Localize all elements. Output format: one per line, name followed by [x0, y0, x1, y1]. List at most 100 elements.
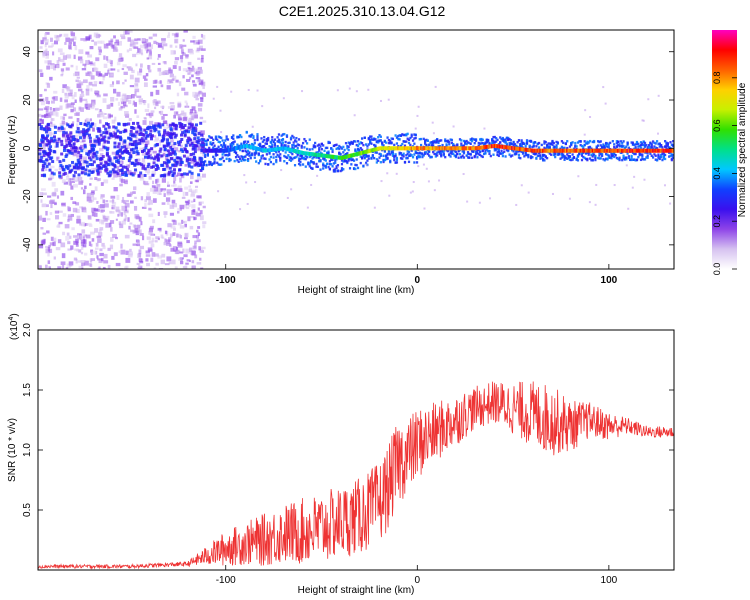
spectrogram-envelope-cell — [407, 160, 411, 164]
spectrogram-band-cell — [68, 149, 72, 153]
spectrogram-band-cell — [140, 150, 144, 154]
spectrogram-noise-cell — [146, 236, 151, 240]
spectrogram-envelope-cell — [500, 137, 503, 141]
spectrogram-noise-cell — [183, 237, 188, 240]
spectrogram-noise-cell — [184, 91, 189, 96]
spectrogram-noise-cell — [124, 206, 128, 212]
spectrogram-envelope-cell — [386, 152, 389, 156]
spectrogram-noise-cell — [151, 62, 156, 65]
spectrogram-envelope-cell — [466, 141, 470, 144]
spectrogram-envelope-cell — [653, 145, 656, 148]
spectrogram-envelope-cell — [658, 157, 661, 161]
spectrogram-band-cell — [102, 131, 106, 135]
spectrogram-envelope-cell — [630, 141, 633, 144]
spectrogram-envelope-cell — [397, 144, 400, 148]
spectrogram-noise-cell — [100, 194, 105, 198]
spectrogram-envelope-cell — [236, 154, 239, 157]
spectrogram-envelope-cell — [316, 156, 319, 159]
spectrogram-envelope-cell — [214, 152, 218, 155]
spectrogram-envelope-cell — [655, 159, 659, 162]
spectrogram-envelope-cell — [244, 158, 247, 162]
spectrogram-noise-cell — [50, 123, 56, 128]
spectrogram-outlier-cell — [256, 89, 259, 92]
spectrogram-envelope-cell — [316, 144, 319, 147]
spectrogram-noise-cell — [150, 257, 154, 262]
spectrogram-envelope-cell — [617, 140, 620, 144]
spectrogram-envelope-cell — [394, 153, 397, 156]
spectrogram-band-cell — [117, 142, 121, 146]
spectrogram-ridge-cell — [481, 145, 484, 150]
spectrogram-envelope-cell — [323, 164, 326, 167]
spectrogram-envelope-cell — [456, 144, 459, 148]
spectrogram-band-cell — [200, 137, 204, 141]
spectrogram-noise-cell — [38, 108, 44, 111]
spectrogram-ridge-cell — [226, 148, 230, 153]
spectrogram-noise-cell — [179, 55, 184, 60]
spectrogram-band-cell — [138, 132, 142, 136]
spectrogram-envelope-cell — [229, 158, 232, 162]
spectrogram-noise-cell — [118, 53, 123, 57]
spectrogram-noise-cell — [142, 120, 147, 125]
spectrogram-band-cell — [105, 148, 109, 152]
spectrogram-envelope-cell — [233, 140, 236, 143]
spectrogram-noise-cell — [57, 48, 63, 53]
spectrogram-envelope-cell — [634, 152, 637, 156]
spectrogram-noise-cell — [71, 121, 75, 124]
spectrogram-envelope-cell — [279, 156, 282, 159]
spectrogram-band-cell — [141, 132, 145, 136]
spectrogram-noise-cell — [159, 188, 163, 193]
spectrogram-envelope-cell — [327, 140, 330, 144]
spectrogram-envelope-cell — [666, 142, 669, 145]
spectrogram-ridge-cell — [642, 148, 645, 153]
spectrogram-noise-cell — [151, 237, 155, 242]
spectrogram-envelope-cell — [264, 162, 267, 166]
spectrogram-envelope-cell — [595, 145, 598, 148]
spectrogram-ridge-cell — [524, 147, 527, 152]
spectrogram-envelope-cell — [563, 156, 566, 160]
spectrogram-x-label: Height of straight line (km) — [298, 285, 415, 296]
spectrogram-y-tick-label: 0 — [22, 145, 33, 151]
spectrogram-ridge-cell — [592, 148, 596, 153]
spectrogram-envelope-cell — [393, 156, 396, 159]
spectrogram-band-cell — [179, 163, 183, 167]
spectrogram-envelope-cell — [342, 160, 345, 163]
spectrogram-band-cell — [110, 162, 114, 166]
spectrogram-envelope-cell — [635, 141, 639, 144]
spectrogram-envelope-cell — [297, 162, 301, 166]
spectrogram-envelope-cell — [599, 140, 602, 143]
spectrogram-band-cell — [197, 139, 201, 143]
spectrogram-envelope-cell — [645, 156, 648, 159]
spectrogram-envelope-cell — [414, 133, 417, 137]
spectrogram-band-cell — [131, 121, 135, 125]
spectrogram-noise-cell — [182, 44, 187, 47]
spectrogram-outlier-cell — [316, 174, 319, 177]
spectrogram-envelope-cell — [473, 138, 476, 141]
spectrogram-band-cell — [169, 170, 173, 174]
spectrogram-envelope-cell — [536, 142, 539, 146]
spectrogram-noise-cell — [167, 79, 173, 82]
spectrogram-envelope-cell — [505, 136, 509, 139]
spectrogram-noise-cell — [170, 184, 175, 187]
spectrogram-band-cell — [66, 123, 70, 127]
spectrogram-envelope-cell — [596, 156, 600, 160]
spectrogram-ridge-cell — [299, 150, 302, 155]
spectrogram-noise-cell — [53, 237, 57, 243]
spectrogram-envelope-cell — [411, 155, 415, 159]
spectrogram-noise-cell — [142, 41, 147, 44]
spectrogram-band-cell — [119, 130, 123, 134]
spectrogram-noise-cell — [98, 170, 102, 174]
spectrogram-envelope-cell — [312, 162, 315, 165]
spectrogram-band-cell — [161, 123, 165, 127]
spectrogram-envelope-cell — [668, 155, 671, 158]
spectrogram-envelope-cell — [535, 145, 538, 148]
spectrogram-band-cell — [40, 173, 44, 177]
spectrogram-noise-cell — [156, 183, 161, 187]
spectrogram-noise-cell — [65, 235, 70, 241]
spectrogram-noise-cell — [163, 126, 168, 129]
spectrogram-noise-cell — [126, 95, 131, 99]
spectrogram-noise-cell — [86, 106, 91, 110]
spectrogram-noise-cell — [192, 265, 197, 269]
spectrogram-ridge-cell — [218, 148, 222, 153]
spectrogram-ridge-cell — [374, 147, 377, 152]
